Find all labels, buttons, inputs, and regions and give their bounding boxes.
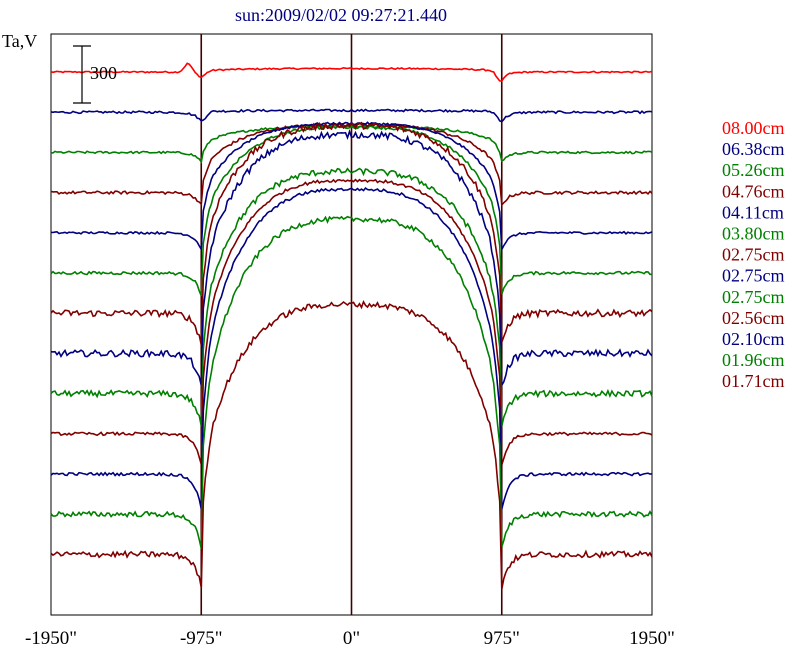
x-tick-label: -1950" (25, 628, 77, 649)
legend-entry: 03.80cm (722, 224, 785, 244)
legend-entry: 08.00cm (722, 118, 785, 138)
trace-10 (50, 178, 653, 466)
y-axis-label: Ta,V (2, 31, 37, 51)
scale-bar: 300 (73, 45, 117, 104)
vertical-reference-lines (200, 34, 503, 615)
trace-2 (50, 108, 653, 123)
trace-8 (50, 128, 653, 388)
trace-9 (50, 167, 653, 427)
legend-entry: 02.10cm (722, 329, 785, 349)
trace-11 (50, 187, 653, 510)
trace-7 (50, 121, 653, 346)
x-tick-label: 0" (343, 628, 360, 649)
legend-entry: 02.75cm (722, 245, 785, 265)
legend-entry: 04.11cm (722, 202, 784, 222)
x-tick-label: 975" (484, 628, 520, 649)
trace-1 (50, 62, 653, 82)
x-tick-label: 1950" (629, 628, 675, 649)
scale-bar-label: 300 (90, 63, 117, 83)
legend-entry: 01.71cm (722, 371, 785, 391)
x-tick-label: -975" (180, 628, 223, 649)
legend: 08.00cm06.38cm05.26cm04.76cm04.11cm03.80… (722, 118, 785, 391)
legend-entry: 01.96cm (722, 350, 785, 370)
trace-12 (50, 215, 653, 549)
trace-group (50, 62, 653, 590)
trace-13 (50, 300, 653, 590)
legend-entry: 06.38cm (722, 139, 785, 159)
legend-entry: 02.75cm (722, 287, 785, 307)
trace-6 (50, 124, 653, 297)
chart-title: sun:2009/02/02 09:27:21.440 (235, 5, 447, 25)
legend-entry: 04.76cm (722, 181, 785, 201)
legend-entry: 05.26cm (722, 160, 785, 180)
trace-3 (50, 124, 653, 165)
legend-entry: 02.56cm (722, 308, 785, 328)
legend-entry: 02.75cm (722, 266, 785, 286)
x-tick-labels: -1950" -975" 0" 975" 1950" (25, 628, 675, 649)
